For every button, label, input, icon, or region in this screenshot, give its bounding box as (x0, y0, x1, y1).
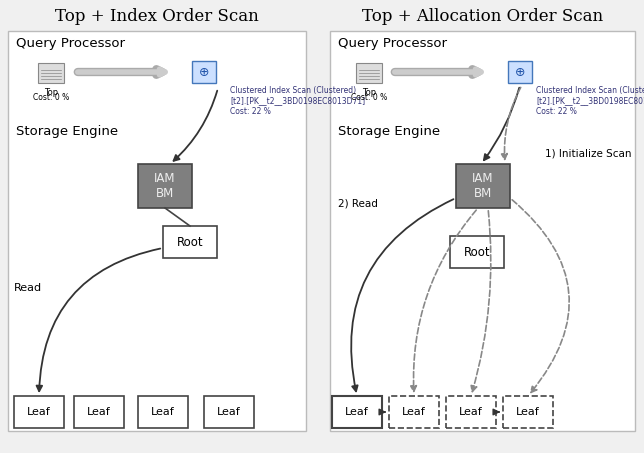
FancyBboxPatch shape (389, 396, 439, 428)
Text: Query Processor: Query Processor (16, 37, 125, 50)
Text: Leaf: Leaf (459, 407, 483, 417)
Text: Top: Top (362, 88, 376, 97)
Text: IAM
BM: IAM BM (155, 172, 176, 200)
Text: Top: Top (44, 88, 58, 97)
Text: Clustered Index Scan (Clustered)
[t2].[PK__t2__3BD0198EC8013D71]
Cost: 22 %: Clustered Index Scan (Clustered) [t2].[P… (230, 86, 365, 116)
FancyBboxPatch shape (163, 226, 217, 258)
FancyBboxPatch shape (138, 164, 192, 208)
FancyBboxPatch shape (503, 396, 553, 428)
FancyBboxPatch shape (192, 61, 216, 83)
FancyBboxPatch shape (508, 61, 532, 83)
Text: ⊕: ⊕ (199, 66, 209, 78)
Text: Query Processor: Query Processor (338, 37, 447, 50)
Text: Leaf: Leaf (516, 407, 540, 417)
FancyBboxPatch shape (446, 396, 496, 428)
FancyBboxPatch shape (450, 236, 504, 268)
FancyBboxPatch shape (456, 164, 510, 208)
Text: 1) Initialize Scan: 1) Initialize Scan (545, 148, 632, 158)
Text: Cost: 0 %: Cost: 0 % (351, 93, 387, 102)
FancyBboxPatch shape (330, 31, 635, 431)
Text: Root: Root (176, 236, 204, 249)
FancyBboxPatch shape (38, 63, 64, 83)
FancyBboxPatch shape (204, 396, 254, 428)
Text: Leaf: Leaf (27, 407, 51, 417)
Text: Clustered Index Scan (Clustered)
[t2].[PK__t2__3BD0198EC8013D71]
Cost: 22 %: Clustered Index Scan (Clustered) [t2].[P… (536, 86, 644, 116)
Text: Top + Allocation Order Scan: Top + Allocation Order Scan (363, 8, 603, 25)
Text: Leaf: Leaf (345, 407, 369, 417)
FancyBboxPatch shape (356, 63, 382, 83)
FancyBboxPatch shape (74, 396, 124, 428)
FancyBboxPatch shape (138, 396, 188, 428)
FancyBboxPatch shape (332, 396, 382, 428)
Text: Top + Index Order Scan: Top + Index Order Scan (55, 8, 259, 25)
Text: ⊕: ⊕ (515, 66, 526, 78)
Text: Storage Engine: Storage Engine (338, 125, 440, 138)
FancyBboxPatch shape (8, 31, 306, 431)
Text: Read: Read (14, 283, 42, 293)
Text: 2) Read: 2) Read (338, 198, 378, 208)
Text: Leaf: Leaf (87, 407, 111, 417)
Text: Leaf: Leaf (217, 407, 241, 417)
FancyBboxPatch shape (14, 396, 64, 428)
Text: IAM
BM: IAM BM (472, 172, 494, 200)
Text: Leaf: Leaf (151, 407, 175, 417)
Text: Root: Root (464, 246, 490, 259)
Text: Leaf: Leaf (402, 407, 426, 417)
Text: Cost: 0 %: Cost: 0 % (33, 93, 69, 102)
Text: Storage Engine: Storage Engine (16, 125, 118, 138)
